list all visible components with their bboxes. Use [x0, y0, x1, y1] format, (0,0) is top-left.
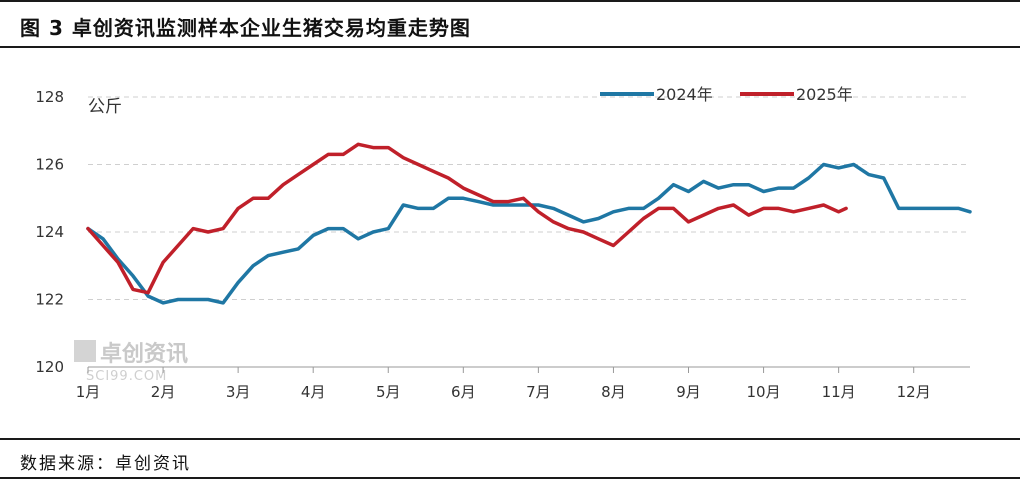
y-tick-label: 126 — [35, 156, 64, 174]
y-tick-label: 128 — [35, 88, 64, 106]
y-tick-label: 120 — [35, 358, 64, 376]
x-tick-label: 2月 — [151, 383, 176, 401]
y-tick-label: 122 — [35, 291, 64, 309]
data-source: 数据来源：卓创资讯 — [20, 454, 191, 474]
legend-label-2024: 2024年 — [656, 85, 713, 104]
y-tick-label: 124 — [35, 223, 64, 241]
series-line-0 — [86, 162, 972, 305]
legend-label-2025: 2025年 — [796, 85, 853, 104]
chart-title: 图 3 卓创资讯监测样本企业生猪交易均重走势图 — [20, 16, 471, 40]
x-tick-label: 1月 — [76, 383, 101, 401]
grid-lines — [88, 96, 970, 300]
line-chart: 卓创资讯 SCI99.COM 120 122 124 126 128 1月 2月 3月 4月 5… — [35, 85, 972, 401]
legend: 2024年 2025年 — [600, 85, 853, 104]
x-tick-label: 9月 — [676, 383, 701, 401]
series-lines — [86, 142, 972, 305]
series-line-1 — [86, 142, 848, 295]
x-tick-label: 12月 — [897, 383, 931, 401]
x-tick-label: 10月 — [747, 383, 781, 401]
y-axis-ticks: 120 122 124 126 128 — [35, 88, 64, 376]
x-tick-label: 7月 — [526, 383, 551, 401]
x-tick-label: 11月 — [822, 383, 856, 401]
x-tick-label: 4月 — [301, 383, 326, 401]
watermark-name: 卓创资讯 — [100, 342, 188, 367]
watermark-domain: SCI99.COM — [86, 369, 167, 384]
y-axis-unit: 公斤 — [88, 97, 122, 117]
x-tick-label: 6月 — [451, 383, 476, 401]
footer-bar: 数据来源：卓创资讯 — [0, 438, 1020, 479]
watermark-logo-icon — [74, 340, 96, 362]
watermark: 卓创资讯 SCI99.COM — [74, 340, 188, 384]
title-bar: 图 3 卓创资讯监测样本企业生猪交易均重走势图 — [0, 0, 1020, 48]
x-axis-ticks: 1月 2月 3月 4月 5月 6月 7月 8月 9月 10月 11月 12月 — [76, 367, 931, 401]
x-tick-label: 8月 — [601, 383, 626, 401]
x-tick-label: 3月 — [226, 383, 251, 401]
x-tick-label: 5月 — [376, 383, 401, 401]
